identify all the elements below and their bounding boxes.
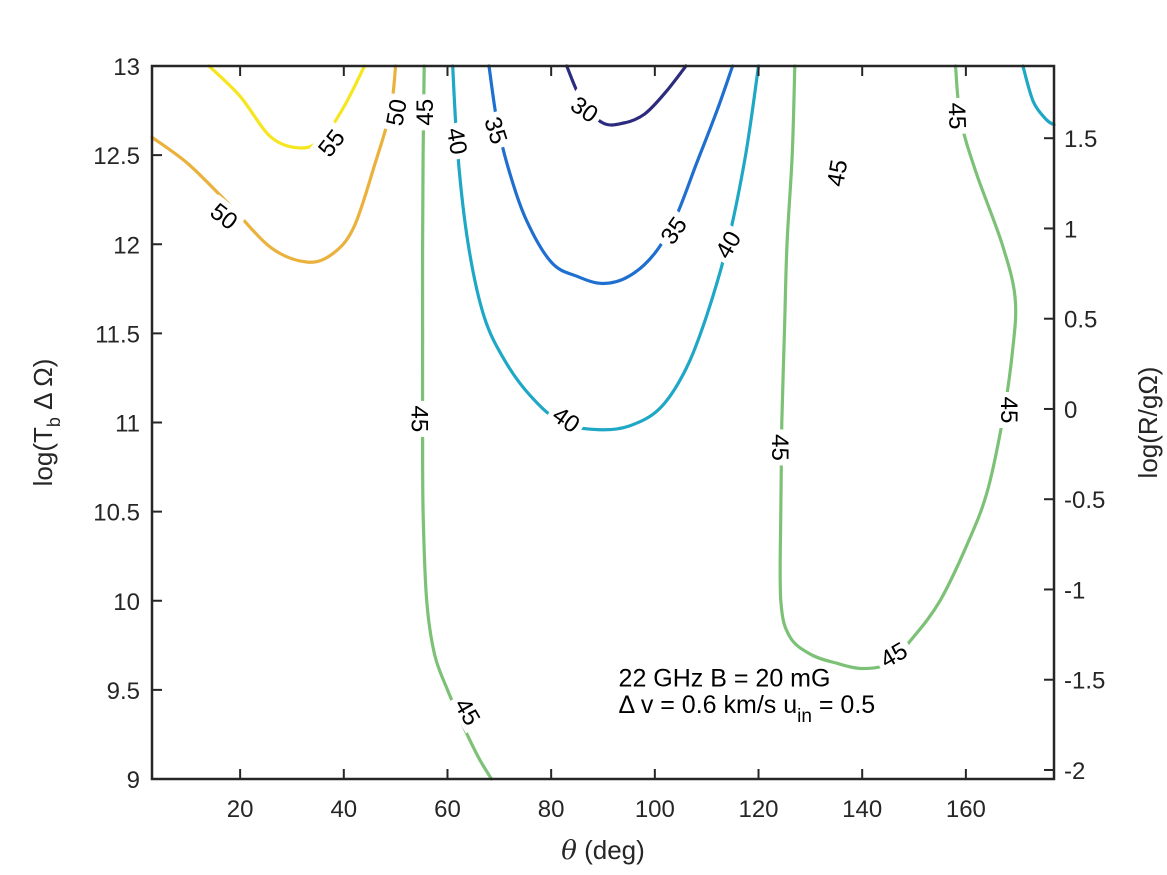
contour-lines	[150, 64, 1056, 781]
contour-label-bg	[379, 92, 412, 133]
y-axis-left-ticks: 9 9.5 10 10.5 11 11.5 12 12.5 13	[93, 54, 162, 794]
contour-label-40-8: 40	[707, 222, 748, 267]
contour-label-text: 40	[441, 126, 472, 157]
contour-label-bg	[478, 109, 515, 152]
contour-label-35-4: 35	[478, 109, 515, 152]
y-axis-right-ticks: -2 -1.5 -1 -0.5 0 0.5 1 1.5	[1044, 126, 1105, 785]
contour-label-45-10: 45	[943, 97, 972, 135]
contour-line-50-1	[150, 64, 398, 264]
y-right-tick-label: -2	[1064, 758, 1085, 785]
contour-label-text: 45	[406, 406, 433, 433]
contour-label-text: 45	[943, 102, 971, 130]
y-tick-label: 13	[113, 54, 140, 81]
contour-label-bg	[944, 97, 972, 135]
contour-label-text: 45	[995, 397, 1022, 424]
contour-label-bg	[996, 392, 1023, 428]
contour-label-bg	[441, 120, 474, 161]
y-tick-label: 11.5	[95, 321, 140, 348]
y-right-tick-label: 0	[1064, 397, 1077, 424]
contour-label-text: 50	[205, 198, 243, 236]
y-axis-left-label: log(Tb Δ Ω)	[28, 359, 64, 487]
contour-line-55-0	[207, 64, 367, 150]
y-axis-right-label: log(R/gΩ)	[1133, 367, 1163, 479]
contour-label-bg	[544, 397, 589, 440]
contour-label-text: 50	[381, 97, 412, 128]
x-tick-label: 120	[738, 796, 778, 823]
plot-frame	[150, 64, 1056, 781]
contour-label-45-11: 45	[406, 400, 434, 437]
contour-label-text: 45	[822, 158, 853, 189]
contour-line-edge-7	[1021, 64, 1056, 127]
contour-line-45-6	[778, 64, 1018, 671]
contour-label-bg	[411, 94, 438, 131]
contour-label-45-14: 45	[995, 392, 1023, 428]
contour-label-30-5: 30	[562, 87, 608, 130]
y-right-tick-label: -1.5	[1064, 668, 1105, 695]
y-tick-label: 9	[127, 767, 140, 794]
annotation-line-2: Δ v = 0.6 km/s uin = 0.5	[619, 691, 876, 727]
contour-label-40-3: 40	[441, 120, 474, 161]
x-axis-label: θ (deg)	[561, 835, 645, 866]
y-tick-label: 12.5	[93, 143, 140, 170]
x-tick-label: 160	[946, 796, 986, 823]
x-tick-label: 100	[635, 796, 675, 823]
contour-label-text: 40	[547, 401, 584, 438]
x-tick-label: 40	[330, 796, 357, 823]
contour-label-bg	[202, 194, 247, 238]
contour-label-45-9: 45	[820, 152, 853, 193]
annotation-line-1: 22 GHz B = 20 mG	[619, 664, 831, 692]
parameter-annotation: 22 GHz B = 20 mG Δ v = 0.6 km/s uin = 0.…	[619, 664, 876, 727]
y-tick-label: 9.5	[107, 678, 140, 705]
contour-label-bg	[707, 222, 748, 267]
y-tick-label: 12	[113, 232, 140, 259]
contour-label-text: 45	[766, 434, 793, 461]
contour-label-bg	[407, 400, 434, 437]
y-tick-label: 10.5	[93, 500, 140, 527]
y-right-tick-label: 1.5	[1064, 126, 1097, 153]
contour-label-45-15: 45	[447, 689, 489, 734]
y-right-tick-label: 1	[1064, 216, 1077, 243]
y-right-tick-label: 0.5	[1064, 307, 1097, 334]
y-tick-label: 10	[113, 589, 140, 616]
contour-label-50-1: 50	[379, 92, 413, 133]
y-right-tick-label: -0.5	[1064, 487, 1105, 514]
y-right-tick-label: -1	[1064, 577, 1085, 604]
contour-label-bg	[767, 429, 794, 466]
contour-label-45-2: 45	[411, 94, 439, 131]
contour-label-55-0: 55	[309, 120, 353, 165]
y-tick-label: 11	[115, 411, 140, 438]
contour-label-bg	[871, 633, 916, 675]
x-tick-label: 80	[538, 796, 565, 823]
x-tick-label: 20	[227, 796, 254, 823]
contour-label-bg	[652, 207, 694, 253]
contour-label-text: 30	[565, 91, 602, 128]
x-axis-ticks: 20 40 60 80 100 120 140 160	[227, 66, 986, 823]
contour-label-bg	[562, 87, 608, 130]
contour-label-40-12: 40	[544, 397, 589, 440]
contour-line-35-4	[487, 64, 735, 286]
contour-label-bg	[309, 120, 353, 165]
contour-label-45-13: 45	[766, 429, 794, 466]
contour-label-bg	[820, 152, 853, 193]
contour-label-text: 45	[412, 99, 439, 126]
contour-label-50-6: 50	[202, 194, 247, 238]
x-tick-label: 60	[434, 796, 461, 823]
x-tick-label: 140	[842, 796, 882, 823]
contour-label-text: 55	[313, 125, 351, 163]
contour-label-bg	[447, 689, 489, 734]
